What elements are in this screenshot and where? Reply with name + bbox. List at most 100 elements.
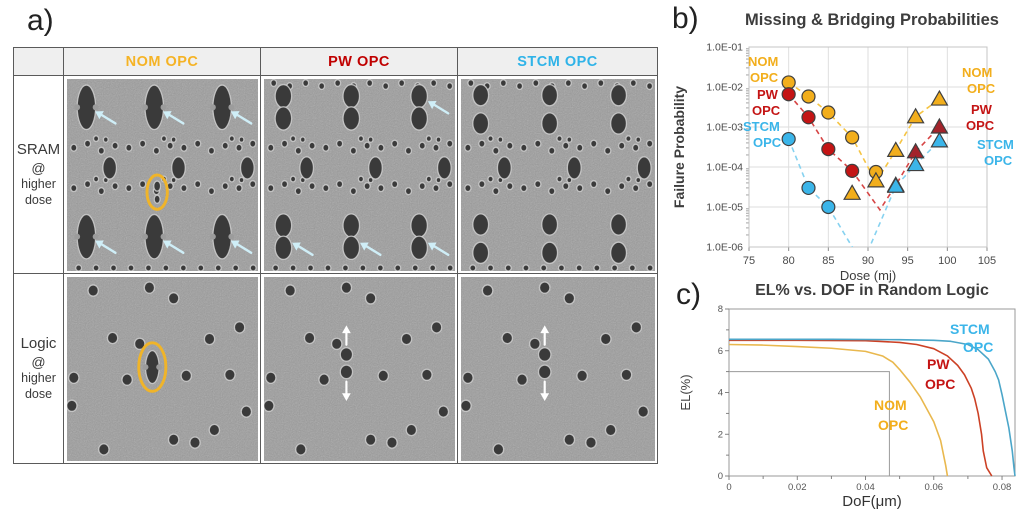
curve-pw-opc [729,339,993,477]
chart-text: OPC [967,81,996,96]
sem-image-logic-nom [64,274,261,463]
defect-arrow-icon [294,243,314,256]
series-stcm-opc-bridging [886,131,949,193]
data-point [866,171,885,188]
data-point [781,75,796,90]
data-point [886,177,905,193]
chart-text: NOM [962,65,992,80]
chart-text: 105 [978,255,996,267]
chart-text: 1.0E-05 [706,202,743,214]
defect-arrow-icon [430,243,449,256]
data-point [845,163,860,178]
sem-image-logic-stcm [458,274,657,463]
sem-image-table: NOM OPC PW OPC STCM OPC SRAM @ higher do… [13,47,658,464]
chart-text: OPC [984,153,1013,168]
defect-annotation-ellipse [136,340,167,393]
chart-text: 0 [726,482,731,493]
chart-text: Missing & Bridging Probabilities [745,11,999,29]
panel-a-label: a) [27,4,54,37]
chart-text: OPC [878,417,908,433]
row-label-logic-sub2: dose [24,386,53,401]
chart-text: 95 [902,255,914,267]
data-point [886,141,905,158]
data-point [930,117,949,134]
sem-micrograph [66,78,258,271]
data-point [930,89,949,106]
data-point [821,142,836,157]
chart-text: 1.0E-02 [706,82,743,94]
row-label-logic-at: @ [31,353,46,370]
series-nom-opc-missing [781,75,884,180]
process-window-reference-lines [729,371,890,476]
defect-arrow-icon [165,111,185,125]
sem-micrograph [460,78,655,271]
series-pw-opc-missing [781,87,860,178]
data-point [906,155,925,172]
sem-image-sram-stcm [458,76,657,274]
sem-image-sram-pw [261,76,458,274]
sem-image-sram-nom [64,76,261,274]
chart-text: EL% vs. DOF in Random Logic [755,282,989,299]
row-label-sram: SRAM @ higher dose [14,76,64,274]
chart-text: 100 [938,255,956,267]
chart-text: 1.0E-01 [706,42,743,54]
data-point [801,89,816,104]
chart-text: PW [927,356,950,372]
defect-arrow-icon [97,111,117,125]
sem-micrograph [66,276,258,461]
chart-text: 85 [822,255,834,267]
defect-arrow-icon [97,240,117,254]
column-header-stcm-opc: STCM OPC [458,48,657,76]
chart-text: OPC [753,135,782,150]
chart-text: NOM [874,397,907,413]
chart-text: 0 [718,471,723,482]
chart-text: 0.04 [856,482,875,493]
column-header-pw-opc: PW OPC [261,48,458,76]
row-label-logic-text: Logic [20,334,57,352]
chart-text: 0.02 [788,482,807,493]
plot-border [748,46,988,248]
row-label-logic: Logic @ higher dose [14,274,64,463]
data-point [930,131,949,148]
defect-arrow-icon [233,111,252,125]
chart-text: OPC [963,339,993,355]
data-point [821,105,836,120]
curve-nom-opc [728,343,949,477]
row-label-sram-sub1: higher [21,177,56,191]
chart-text: Dose (mj) [840,268,896,283]
defect-arrow-icon [233,240,252,254]
data-point [801,180,816,196]
missing-bridging-probability-chart: 75 80 85 90 95 100 105 1.0E-01 1.0E-02 1.0E-03 1.0… [671,11,1014,283]
row-label-sram-text: SRAM [16,140,61,158]
row-label-sram-at: @ [31,159,46,176]
sem-image-logic-pw [261,274,458,463]
chart-text: 4 [718,388,723,399]
data-point [906,107,925,124]
chart-text: EL(%) [678,374,693,410]
series-stcm-opc-missing [781,131,836,215]
chart-text: STCM [743,119,780,134]
chart-text: OPC [925,376,955,392]
curve-stcm-opc [729,338,1016,477]
data-point [781,87,796,102]
defect-arrow-icon [362,243,382,256]
defect-arrow-icon [430,101,449,115]
el-vs-dof-chart: 0 2 4 6 8 0 0.02 0.04 0.06 0.08 STCM OPC PW OPC NOM OPC… [678,282,1016,510]
chart-text: 80 [783,255,795,267]
panel-b-label: b) [672,2,699,35]
panel-c-label: c) [676,278,701,311]
chart-text: 1.0E-06 [706,242,743,254]
chart-text: PW [971,102,993,117]
data-point [821,199,836,215]
defect-annotation-ellipse [145,172,169,211]
chart-text: Failure Probability [671,86,687,208]
chart-text: OPC [750,70,779,85]
sem-micrograph [263,276,455,461]
data-point [781,131,796,147]
row-label-sram-sub2: dose [24,192,53,207]
table-corner-cell [14,48,64,76]
data-point [843,184,862,200]
chart-text: OPC [966,118,995,133]
row-label-logic-sub1: higher [21,371,56,385]
data-point [845,130,860,145]
